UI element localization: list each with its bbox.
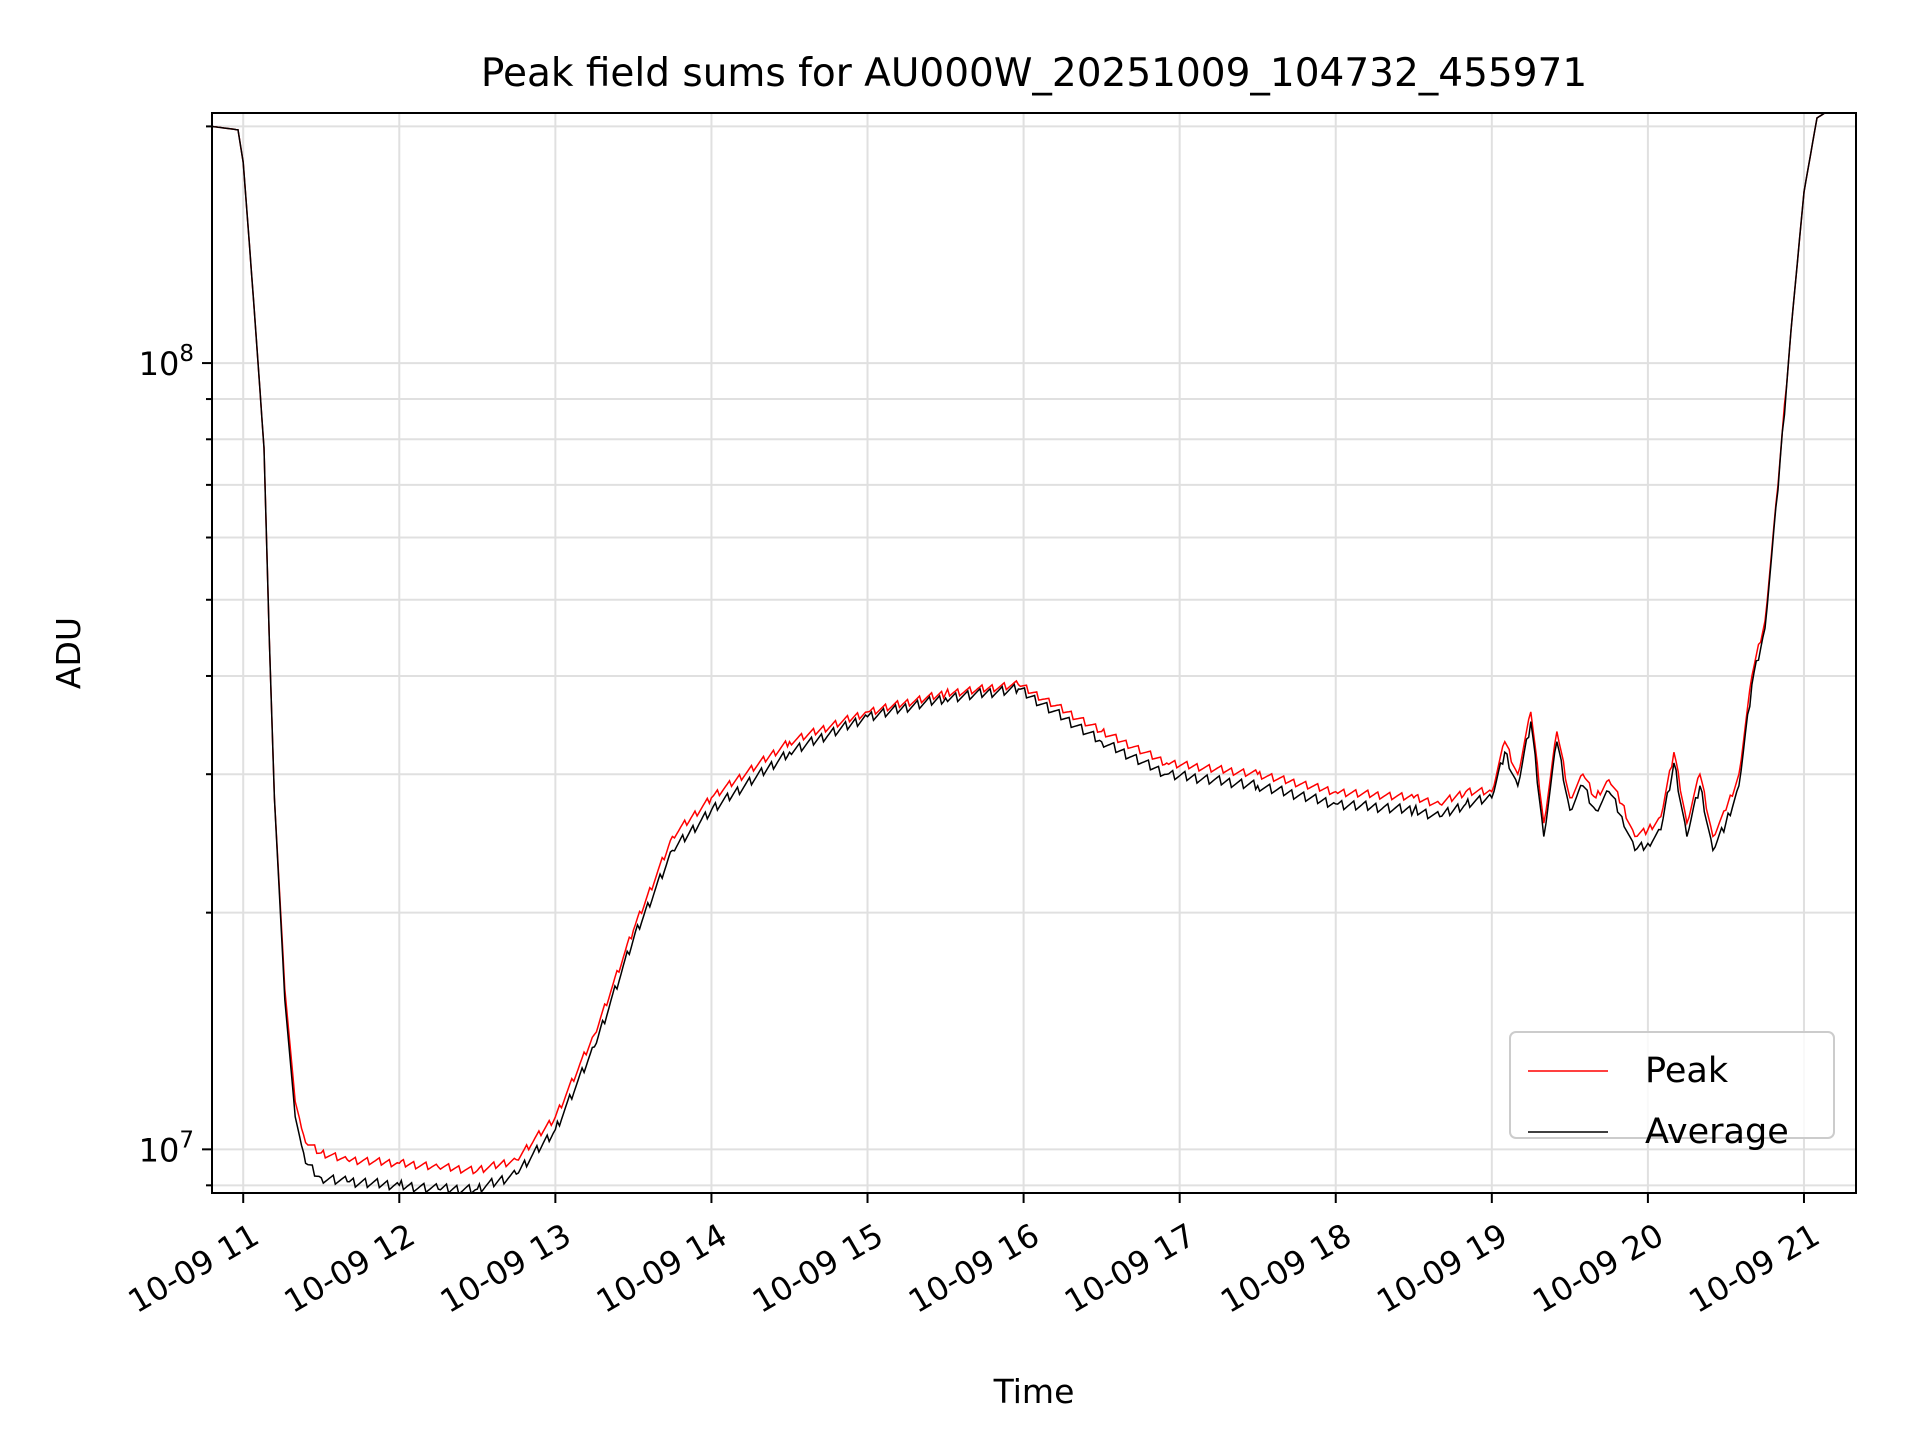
series-line-average xyxy=(212,113,1826,1193)
x-axis-label: Time xyxy=(993,1372,1075,1411)
legend: Peak Average xyxy=(1509,1031,1835,1152)
chart-title: Peak field sums for AU000W_20251009_1047… xyxy=(481,51,1587,96)
legend-label-peak: Peak xyxy=(1645,1051,1729,1091)
series-line-peak xyxy=(212,113,1826,1175)
y-axis-label: ADU xyxy=(49,617,88,689)
y-tick-label: 107 xyxy=(139,1127,194,1169)
plot-frame xyxy=(211,112,1857,1194)
plot-series xyxy=(212,113,1826,1193)
y-tick-label: 108 xyxy=(139,341,194,383)
legend-box xyxy=(1509,1031,1835,1139)
legend-label-average: Average xyxy=(1645,1112,1789,1152)
